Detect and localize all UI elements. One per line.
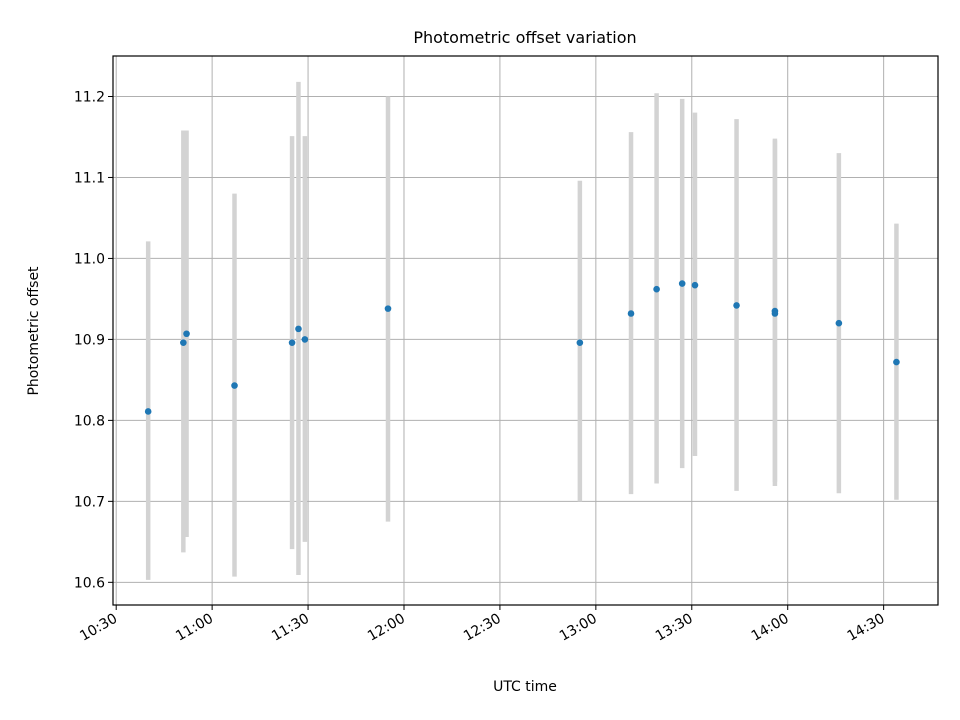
data-point <box>180 339 187 346</box>
x-tick-label: 13:30 <box>653 611 696 645</box>
y-tick-label: 10.8 <box>74 413 105 429</box>
x-axis-label: UTC time <box>493 679 557 695</box>
x-tick-label: 11:30 <box>269 611 312 645</box>
data-point <box>183 330 190 338</box>
point-layer <box>144 280 900 415</box>
data-point <box>144 408 152 415</box>
data-point <box>576 339 584 346</box>
data-point <box>231 382 238 389</box>
x-tick-label: 14:00 <box>749 611 792 645</box>
y-tick-label: 10.6 <box>74 575 105 591</box>
data-point <box>678 280 686 287</box>
data-point <box>301 336 309 343</box>
data-point <box>295 325 302 333</box>
chart-title: Photometric offset variation <box>413 28 636 47</box>
data-point <box>691 281 699 289</box>
data-point <box>771 310 779 317</box>
data-point <box>835 319 843 327</box>
data-point <box>288 339 296 346</box>
y-tick-label: 11.1 <box>74 170 105 186</box>
data-point <box>893 358 900 366</box>
error-bar-layer <box>145 81 899 580</box>
plot-frame <box>112 55 939 606</box>
tick-layer: 10:30 11:00 11:30 12:00 12:30 13:00 13:30 14:00… <box>74 89 888 644</box>
x-tick-label: 11:00 <box>173 611 216 645</box>
grid-layer <box>113 56 938 605</box>
x-tick-label: 14:30 <box>845 611 888 645</box>
data-point <box>733 302 740 309</box>
y-tick-label: 10.9 <box>74 332 105 348</box>
data-point <box>653 285 660 293</box>
y-axis-label: Photometric offset <box>26 266 42 396</box>
y-tick-label: 11.0 <box>74 251 105 267</box>
x-tick-label: 13:00 <box>557 611 600 645</box>
data-point <box>627 310 635 317</box>
x-tick-label: 12:00 <box>365 611 408 645</box>
x-tick-label: 12:30 <box>461 611 504 645</box>
data-point <box>384 305 392 312</box>
x-tick-label: 10:30 <box>77 611 120 645</box>
y-tick-label: 10.7 <box>74 494 105 510</box>
y-tick-label: 11.2 <box>74 89 105 105</box>
